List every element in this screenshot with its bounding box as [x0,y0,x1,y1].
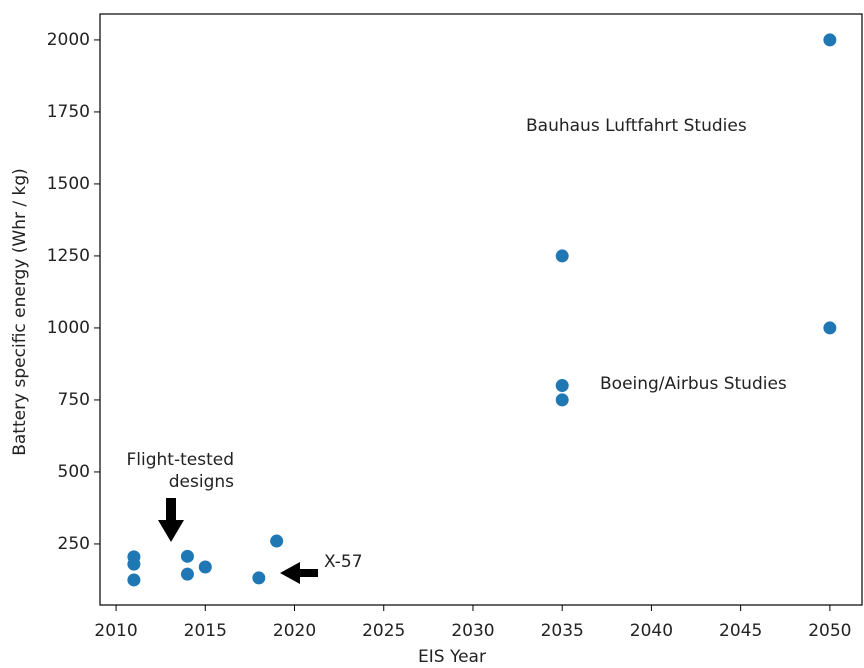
arrow [280,562,318,584]
point [555,379,569,393]
x-tick-label: 2015 [184,621,227,641]
x-tick-label: 2040 [630,621,673,641]
x-tick-label: 2035 [541,621,584,641]
y-axis-label: Battery specific energy (Whr / kg) [10,168,30,456]
point [823,321,837,335]
x-tick-label: 2025 [362,621,405,641]
point [180,549,194,563]
y-tick-label: 1250 [47,246,90,266]
x-tick-label: 2050 [808,621,851,641]
point [823,33,837,47]
y-tick-label: 1500 [47,174,90,194]
x-tick-label: 2045 [719,621,762,641]
y-tick-label: 500 [58,462,90,482]
point [270,534,284,548]
annotation: Bauhaus Luftfahrt Studies [526,116,747,136]
point [555,249,569,263]
point [252,571,266,585]
y-tick-label: 2000 [47,30,90,50]
x-axis-label: EIS Year [418,647,486,667]
y-tick-label: 1000 [47,318,90,338]
annotation: Flight-tested [127,450,235,470]
y-tick-label: 750 [58,390,90,410]
point [555,393,569,407]
point [127,573,141,587]
plot-frame [99,13,863,606]
point [180,567,194,581]
x-tick-label: 2030 [451,621,494,641]
annotation: Boeing/Airbus Studies [600,374,787,394]
x-tick-label: 2020 [273,621,316,641]
point [198,560,212,574]
arrow [158,498,184,542]
point [127,557,141,571]
x-tick-label: 2010 [94,621,137,641]
y-tick-label: 1750 [47,102,90,122]
y-tick-label: 250 [58,534,90,554]
annotation: X-57 [324,552,363,572]
annotation: designs [169,472,234,492]
